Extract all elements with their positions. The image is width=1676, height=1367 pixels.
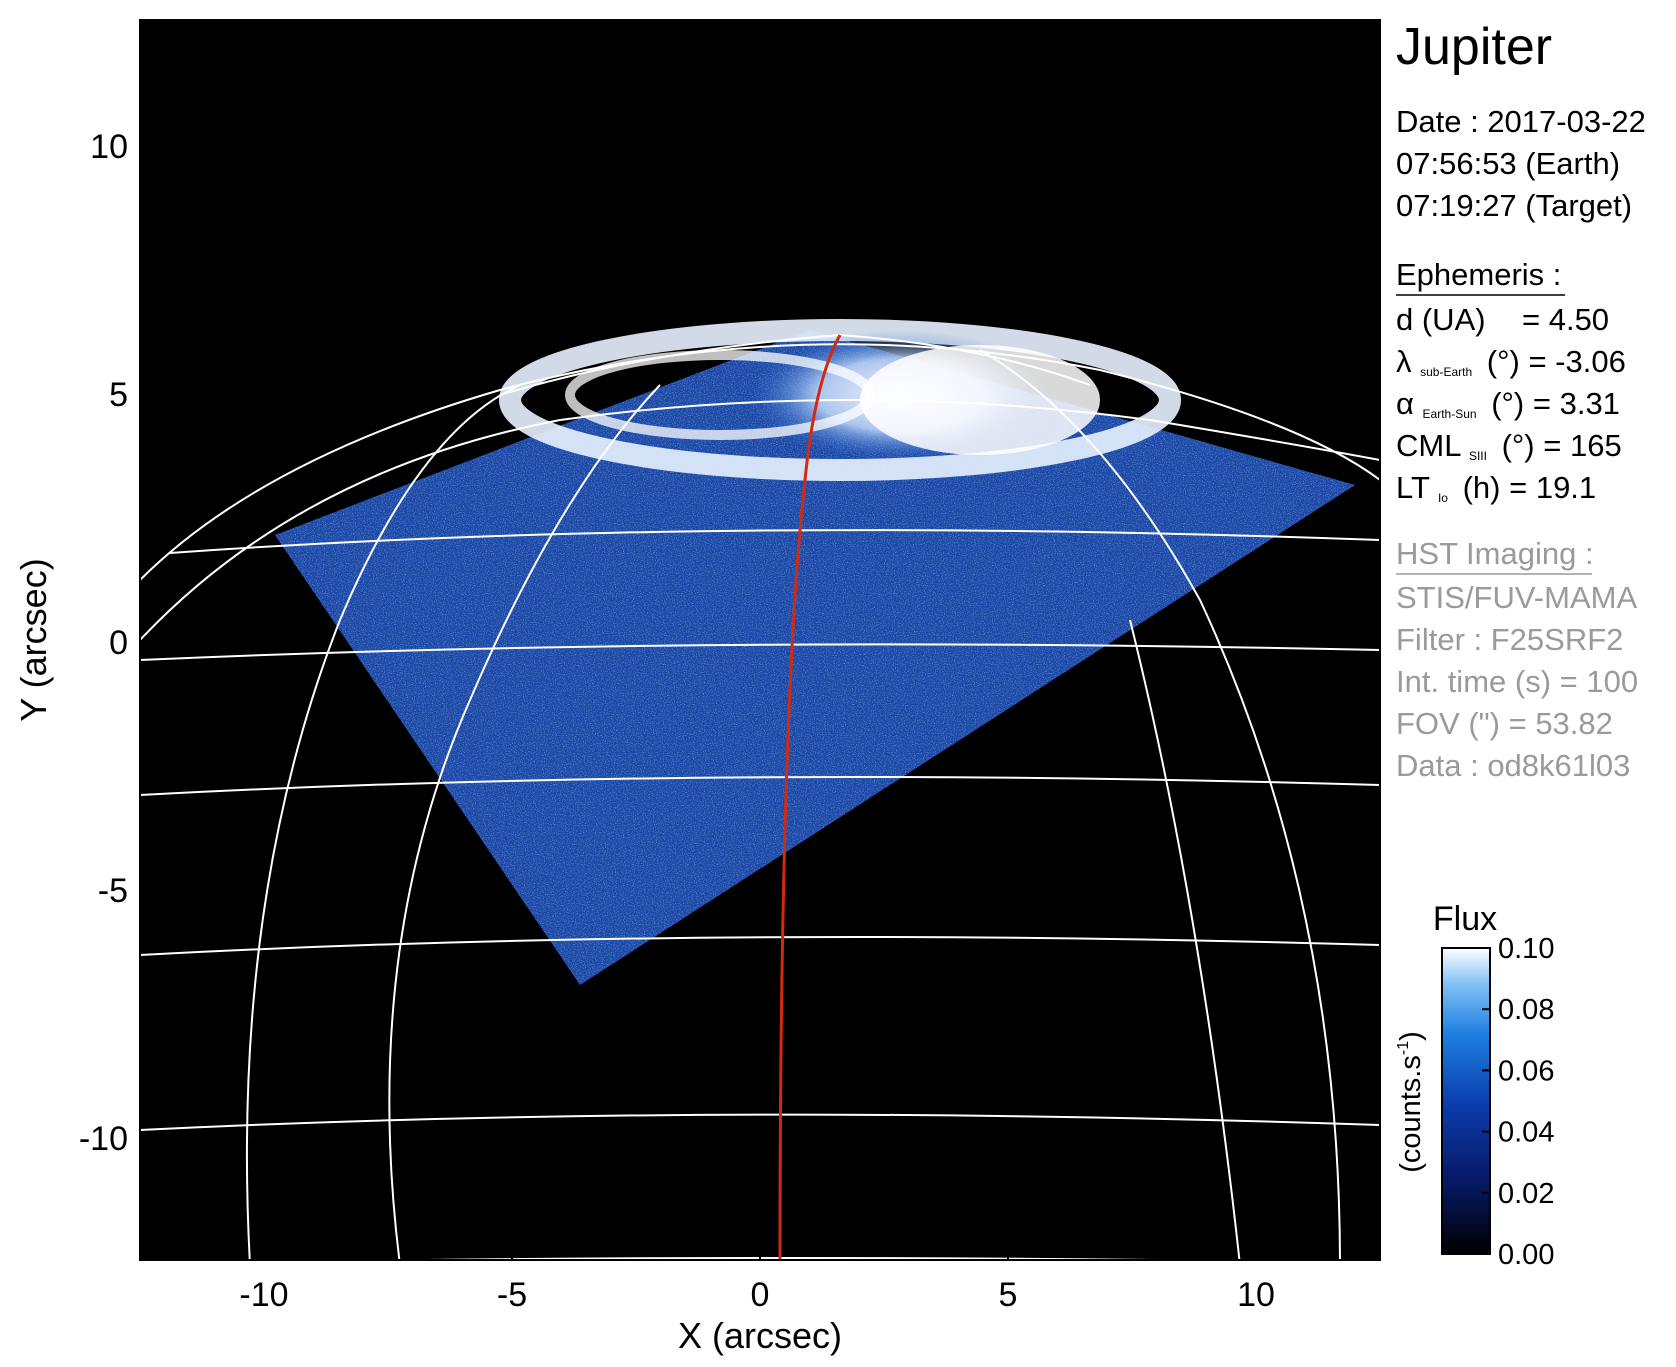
y-tick-label: -5	[98, 872, 128, 910]
detector-footprint-noise	[275, 330, 1355, 985]
ephemeris-distance: d (UA) = 4.50	[1396, 302, 1609, 337]
y-tick-label: 0	[109, 624, 128, 662]
colorbar-tick-label: 0.02	[1498, 1178, 1554, 1210]
auroral-oval-outer	[499, 319, 1181, 481]
observation-time-target: 07:19:27 (Target)	[1396, 188, 1632, 223]
x-axis: -10 -5 0 5 10 X (arcsec)	[239, 1248, 1275, 1356]
info-panel: Jupiter Date : 2017-03-22 07:56:53 (Eart…	[1396, 18, 1646, 783]
hst-fov: FOV (") = 53.82	[1396, 706, 1613, 741]
x-tick-label: 10	[1237, 1276, 1275, 1314]
auroral-oval-inner	[565, 350, 875, 440]
y-axis-title: Y (arcsec)	[13, 558, 54, 721]
hst-instrument: STIS/FUV-MAMA	[1396, 580, 1637, 615]
ephemeris-heading: Ephemeris :	[1396, 257, 1561, 292]
colorbar-tick-label: 0.10	[1498, 933, 1554, 965]
planet-title: Jupiter	[1396, 18, 1552, 76]
colorbar-gradient	[1441, 947, 1491, 1255]
y-tick-label: 5	[109, 376, 128, 414]
observation-time-earth: 07:56:53 (Earth)	[1396, 146, 1620, 181]
observation-date: Date : 2017-03-22	[1396, 104, 1646, 139]
hst-data-id: Data : od8k61l03	[1396, 748, 1630, 783]
x-tick-label: 0	[751, 1276, 770, 1314]
colorbar-ticks: 0.00 0.02 0.04 0.06 0.08 0.10	[1482, 933, 1554, 1271]
ephemeris-sub-earth-latitude: λ sub-Earth (°) = -3.06	[1396, 344, 1626, 383]
colorbar-tick-label: 0.04	[1498, 1117, 1554, 1149]
colorbar-title: Flux	[1433, 900, 1497, 938]
auroral-polar-emission	[860, 345, 1100, 455]
colorbar-unit: (counts.s-1)	[1395, 1031, 1427, 1173]
hst-imaging-heading: HST Imaging :	[1396, 536, 1594, 571]
x-tick-label: -5	[497, 1276, 527, 1314]
x-tick-label: -10	[239, 1276, 288, 1314]
colorbar-tick-label: 0.00	[1498, 1239, 1554, 1271]
colorbar-tick-label: 0.06	[1498, 1055, 1554, 1087]
colorbar: Flux 0.00 0.02 0.04 0.06 0.08 0.10 (counts.s-…	[1395, 900, 1554, 1271]
y-axis: 10 5 0 -5 -10 Y (arcsec)	[13, 128, 152, 1158]
footprint-trace	[778, 334, 842, 1260]
planet-graticule	[140, 333, 1380, 1260]
colorbar-tick-label: 0.08	[1498, 994, 1554, 1026]
hst-filter: Filter : F25SRF2	[1396, 622, 1623, 657]
ephemeris-local-time: LT Io (h) = 19.1	[1396, 470, 1596, 509]
hst-integration-time: Int. time (s) = 100	[1396, 664, 1638, 699]
ephemeris-cml: CML SIII (°) = 165	[1396, 428, 1622, 467]
y-tick-label: -10	[79, 1120, 128, 1158]
y-tick-label: 10	[90, 128, 128, 166]
x-axis-title: X (arcsec)	[678, 1315, 842, 1356]
ephemeris-phase-angle: α Earth-Sun (°) = 3.31	[1396, 386, 1620, 425]
image-content	[140, 319, 1380, 1260]
x-tick-label: 5	[999, 1276, 1018, 1314]
